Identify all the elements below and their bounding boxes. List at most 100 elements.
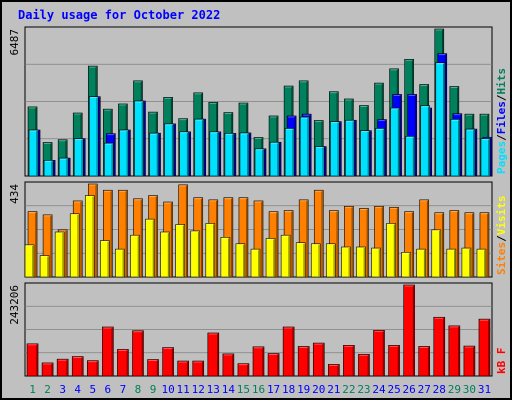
visits-bar-day-18-face [280,234,291,278]
kbytes-bar-day-30-face [463,345,476,377]
sites_visits-legend-sites: Sites [495,242,508,275]
visits-bar-day-17-face [265,238,276,278]
pages-bar-day-18 [284,128,295,177]
kbytes-bar-day-18-face [282,326,295,377]
pages-bar-day-31 [480,138,491,177]
pages-bar-day-27-face [420,105,431,177]
kbytes-bar-day-17-face [267,353,280,377]
kbytes-bar-day-12 [192,360,205,377]
day-label-30: 30 [463,383,476,396]
kbytes-bar-day-13 [207,332,220,377]
kbytes-bar-day-10-face [162,347,174,377]
kbytes-bar-day-30 [463,345,476,377]
pages-bar-day-10-face [164,123,174,177]
kbytes-bar-day-5-face [86,360,99,377]
kbytes-bar-day-8-face [132,330,144,377]
pages-bar-day-14-face [224,133,235,177]
pages-bar-day-20-face [314,146,325,177]
visits-bar-day-31 [476,248,487,278]
kbytes-legend-kbytes: kB F [495,348,508,375]
day-label-9: 9 [150,383,157,396]
visits-bar-day-5 [84,195,95,278]
kbytes-bar-day-15 [237,363,250,377]
pages-bar-day-13-face [209,131,220,177]
pages-bar-day-12 [194,118,205,177]
visits-bar-day-2 [39,255,50,278]
pages-bar-day-19 [299,116,310,177]
pages-bar-day-29 [450,119,461,177]
pages-bar-day-25-face [390,107,400,177]
day-label-31: 31 [478,383,491,396]
sites-bar-day-1 [27,211,38,278]
kbytes-bar-day-7 [117,349,129,377]
panel-sites_visits: 434 Sites/Visits [8,181,508,278]
pages-bar-day-2 [43,160,54,177]
visits-bar-day-14-face [220,237,231,278]
visits-bar-day-11-face [175,224,185,278]
kbytes-bar-day-3 [56,358,69,377]
pages-bar-day-11 [179,131,189,177]
visits-bar-day-22 [341,246,351,278]
pages-bar-day-28 [435,62,446,177]
pages-bar-day-9 [149,132,159,177]
visits-bar-day-7-face [115,248,125,278]
visits-bar-day-7 [115,248,125,278]
day-label-10: 10 [161,383,174,396]
kbytes-bar-day-7-face [117,349,129,377]
pages-bar-day-20 [314,146,325,177]
day-label-23: 23 [357,383,370,396]
pages-bar-day-27 [420,105,431,177]
pages-bar-day-30-face [465,128,476,177]
kbytes-bar-day-24-face [373,330,385,377]
kbytes-bar-day-21 [328,364,340,377]
pages-bar-day-8-face [134,100,144,177]
pages-bar-day-3-face [58,157,69,177]
kbytes-bar-day-23 [358,353,370,377]
kbytes-bar-day-25 [388,345,400,377]
pages-bar-day-26-face [405,136,415,177]
kbytes-bar-day-16-face [252,346,265,377]
pages-bar-day-24-face [375,128,385,177]
visits-bar-day-12 [190,230,201,278]
visits-bar-day-27-face [416,248,427,278]
pages-bar-day-16-face [254,148,265,177]
kbytes-bar-day-29 [448,325,461,377]
pages-bar-day-6 [104,142,114,177]
pages-bar-day-18-face [284,128,295,177]
day-label-16: 16 [252,383,265,396]
pages-bar-day-7 [119,129,129,177]
day-label-24: 24 [372,383,386,396]
kbytes-bar-day-9 [147,359,159,377]
kbytes-bar-day-9-face [147,359,159,377]
kbytes-bar-day-2-face [41,362,54,377]
kbytes-bar-day-20-face [312,342,325,377]
kbytes-bar-day-12-face [192,360,205,377]
visits-bar-day-29-face [446,248,457,278]
visits-bar-day-3 [54,231,65,278]
visits-bar-day-6 [100,240,110,278]
kbytes-bar-day-11 [177,360,189,377]
day-label-6: 6 [105,383,112,396]
pages-bar-day-17 [269,141,280,177]
pages-bar-day-15 [239,132,250,177]
visits-bar-day-20 [310,243,321,278]
sites-bar-day-20 [313,189,324,278]
day-label-12: 12 [192,383,205,396]
pages-bar-day-12-face [194,118,205,177]
kbytes-bar-day-29-face [448,325,461,377]
day-label-26: 26 [403,383,416,396]
kbytes-bar-day-23-face [358,353,370,377]
pages-bar-day-21 [330,121,340,177]
sites_visits-ymax-label: 434 [8,184,21,204]
pages-bar-day-5 [88,96,99,177]
sites_visits-legend-visits: Visits [495,196,508,236]
kbytes-bar-day-19-face [297,346,310,377]
visits-bar-day-9-face [145,218,155,278]
kbytes-bar-day-28-face [433,316,446,377]
day-label-1: 1 [29,383,36,396]
visits-bar-day-10-face [160,231,170,278]
kbytes-bar-day-25-face [388,345,400,377]
kbytes-bar-day-17 [267,353,280,377]
pages-bar-day-13 [209,131,220,177]
sites-bar-day-19 [298,199,309,278]
